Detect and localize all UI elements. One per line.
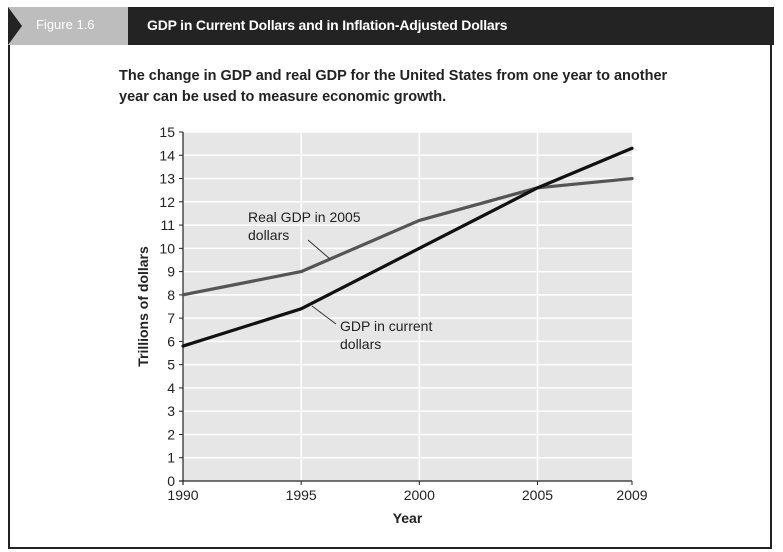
y-tick-label: 14 <box>159 147 175 163</box>
y-tick-label: 13 <box>159 171 175 187</box>
series-line-current-gdp <box>181 146 634 348</box>
annotation-leader-line <box>307 239 331 260</box>
y-tick-label: 5 <box>167 357 175 373</box>
x-tick-label: 2009 <box>616 487 647 503</box>
y-tick-label: 12 <box>159 194 175 210</box>
y-tick-label: 0 <box>167 473 175 489</box>
annotation-label: Real GDP in 2005 <box>248 209 361 225</box>
annotation-label: dollars <box>248 227 289 243</box>
grid-lines <box>183 131 632 481</box>
y-axis-label: Trillions of dollars <box>135 246 151 367</box>
y-tick-label: 8 <box>167 287 175 303</box>
x-tick-label: 1990 <box>167 487 198 503</box>
annotations: Real GDP in 2005 dollars GDP in current dol… <box>248 209 432 352</box>
y-tick-label: 9 <box>167 264 175 280</box>
x-tick-label: 2005 <box>522 487 553 503</box>
plot-background <box>183 132 632 481</box>
figure-caption: The change in GDP and real GDP for the U… <box>119 68 668 105</box>
x-tick-label: 1995 <box>286 487 317 503</box>
y-tick-label: 15 <box>159 124 175 140</box>
axes <box>179 132 632 485</box>
y-tick-label: 6 <box>167 333 175 349</box>
series-line-real-gdp <box>181 176 634 297</box>
y-tick-label: 7 <box>167 310 175 326</box>
figure-frame <box>8 45 772 549</box>
figure-title: GDP in Current Dollars and in Inflation-… <box>147 17 508 33</box>
y-tick-label: 10 <box>159 240 175 256</box>
x-tick-labels: 1990 1995 2000 2005 2009 <box>167 481 648 503</box>
annotation-leader-line <box>311 305 337 325</box>
series-lines <box>181 146 634 348</box>
annotation-label: dollars <box>340 336 381 352</box>
figure-number-tab <box>8 7 128 45</box>
y-tick-label: 1 <box>167 450 175 466</box>
y-tick-label: 2 <box>167 426 175 442</box>
y-tick-label: 4 <box>167 380 175 396</box>
x-axis-label: Year <box>393 510 423 526</box>
figure-number-label: Figure 1.6 <box>36 17 95 32</box>
y-tick-label: 11 <box>160 217 175 233</box>
annotation-label: GDP in current <box>340 318 432 334</box>
y-tick-label: 3 <box>167 403 175 419</box>
x-tick-label: 2000 <box>404 487 435 503</box>
figure-header-bar <box>8 7 774 45</box>
